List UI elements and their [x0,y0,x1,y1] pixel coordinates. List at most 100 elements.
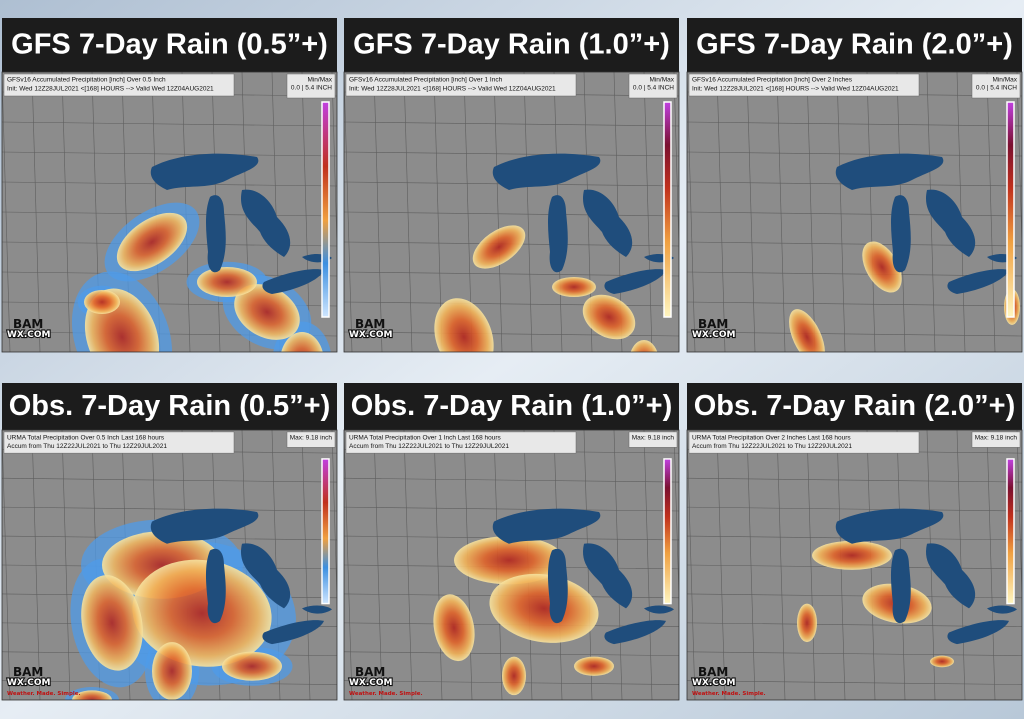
map: URMA Total Precipitation Over 1 Inch Las… [344,430,679,700]
lake [206,195,226,273]
lake [492,508,601,544]
rain-area [472,225,526,269]
state-line [523,72,533,352]
state-line [716,430,726,700]
scale-box [286,73,336,99]
logo-text: WX.COM [7,330,51,340]
lake [262,269,324,294]
scale-text: 0.0 | 5.4 INCH [976,85,1017,92]
state-line [1016,430,1022,609]
state-line [806,72,816,352]
state-line [687,477,1022,483]
state-line [1016,72,1022,258]
header-box [3,73,235,97]
lake [548,195,568,273]
scale-text: 0.0 | 5.4 INCH [291,85,332,92]
state-line [673,72,679,258]
map-panel: Obs. 7-Day Rain (0.5”+) URMA Total Precip… [1,383,338,701]
state-line [61,430,71,700]
lake [926,189,976,257]
lake [583,189,633,257]
lake [492,153,601,190]
state-line [433,430,443,700]
logo-text: WX.COM [7,678,51,688]
map-features: GFSv16 Accumulated Precipitation [inch] … [344,72,679,352]
rain-area [84,290,120,314]
state-line [687,680,1022,685]
lake [947,620,1009,645]
scale-text: 0.0 | 5.4 INCH [633,85,674,92]
state-line [331,72,337,258]
header-box [3,431,235,454]
scale-box [971,431,1021,448]
lake [150,153,259,190]
rain-area [489,573,599,643]
state-line [344,121,679,127]
rain-area [81,575,143,671]
title-bar [687,18,1022,72]
logo-text: WX.COM [349,678,393,688]
title-bar [2,383,337,430]
state-line [643,430,653,700]
lake [926,543,976,609]
panel-title: GFS 7-Day Rain (0.5”+) [11,29,328,61]
logo-text: Weather. Made. Simple. [349,691,423,697]
scale-text: Min/Max [307,77,332,84]
logo-text: WX.COM [692,330,736,340]
rain-area [454,536,564,585]
panel-title: GFS 7-Day Rain (2.0”+) [696,29,1013,61]
header-text: URMA Total Precipitation Over 0.5 Inch L… [7,434,164,441]
header-box [345,431,577,454]
rain-area [789,309,825,352]
scale-text: Min/Max [649,77,674,84]
title-bar [687,383,1022,430]
state-line [331,430,337,609]
state-line [403,72,413,352]
scale-box [286,431,336,448]
land [687,72,1022,352]
lake [891,548,911,624]
lake [150,508,259,544]
lake [604,620,666,645]
lake [604,269,666,294]
color-bar [321,101,330,318]
state-line [716,72,726,352]
lake [583,543,633,609]
header-text: Init: Wed 12Z28JUL2021 <[168] HOURS --> … [349,86,556,93]
logo-text: BAM [698,317,728,331]
state-line [836,72,846,352]
logo-text: BAM [698,665,728,679]
rain-area [630,340,658,352]
logo-text: Weather. Made. Simple. [7,691,81,697]
scale-text: Max: 9.18 inch [290,434,333,441]
state-line [403,430,413,700]
state-line [2,271,337,277]
state-line [687,506,1022,512]
state-line [301,430,311,700]
rain-area [281,332,323,352]
title-bar [2,18,337,72]
header-text: URMA Total Precipitation Over 1 Inch Las… [349,434,501,441]
header-text: Accum from Thu 12Z22JUL2021 to Thu 12Z29… [7,443,167,450]
rain-area [812,540,892,570]
logo-text: BAM [13,317,43,331]
header-text: URMA Total Precipitation Over 2 Inches L… [692,434,851,441]
lake [947,269,1009,294]
map-features: URMA Total Precipitation Over 2 Inches L… [687,430,1022,700]
lake [302,605,332,614]
scale-box [628,73,678,99]
header-text: Accum from Thu 12Z22JUL2021 to Thu 12Z29… [349,443,509,450]
color-bar [1006,101,1015,318]
state-line [746,72,756,352]
scale-box [971,73,1021,99]
state-line [493,72,503,352]
state-line [986,430,996,700]
header-box [688,73,920,97]
state-line [776,430,786,700]
state-line [344,271,679,277]
